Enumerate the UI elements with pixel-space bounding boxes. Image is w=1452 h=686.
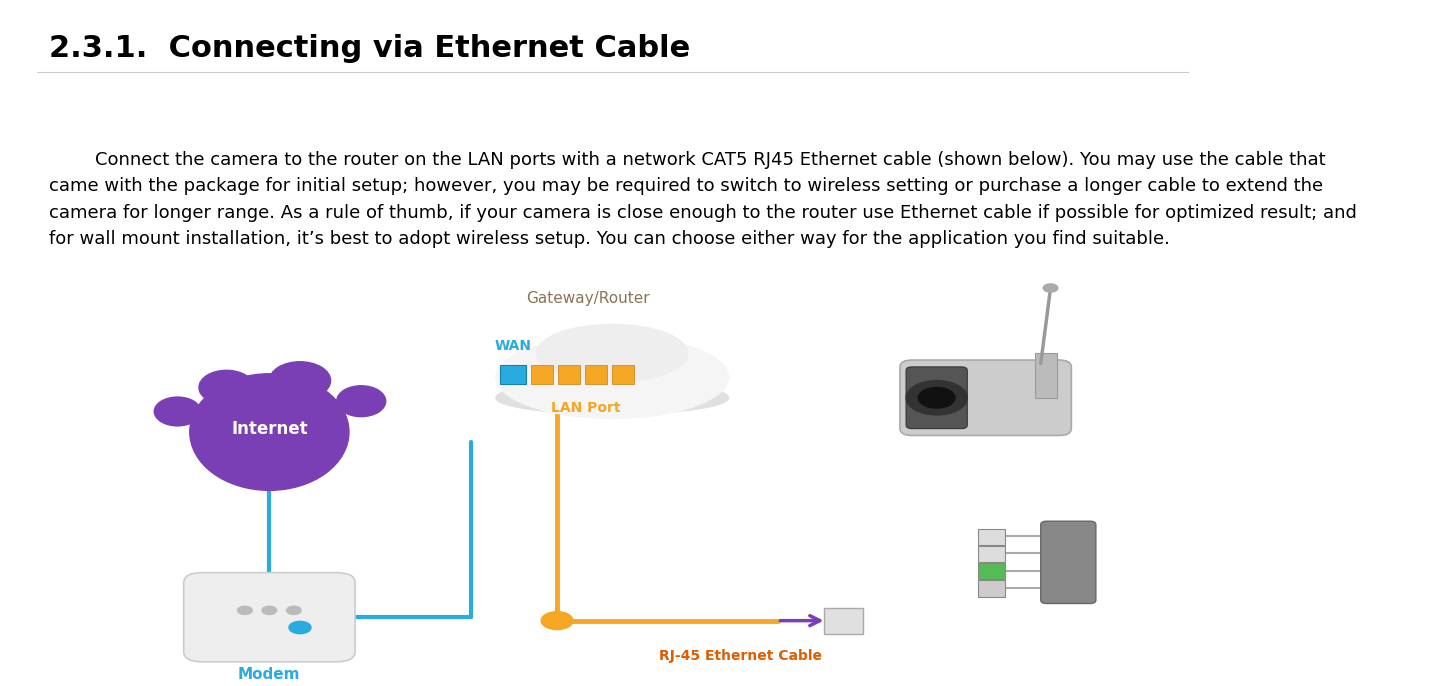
- Ellipse shape: [154, 397, 200, 426]
- FancyBboxPatch shape: [613, 365, 635, 384]
- Circle shape: [286, 606, 301, 615]
- FancyBboxPatch shape: [825, 608, 862, 635]
- Circle shape: [289, 622, 311, 634]
- Text: Internet: Internet: [231, 420, 308, 438]
- Text: LAN Port: LAN Port: [550, 401, 620, 415]
- FancyBboxPatch shape: [906, 367, 967, 429]
- Circle shape: [261, 606, 277, 615]
- FancyBboxPatch shape: [979, 529, 1005, 545]
- Circle shape: [918, 388, 955, 408]
- Ellipse shape: [497, 381, 729, 414]
- Ellipse shape: [270, 362, 331, 399]
- FancyBboxPatch shape: [183, 573, 356, 662]
- Text: RJ-45 Ethernet Cable: RJ-45 Ethernet Cable: [659, 650, 822, 663]
- FancyBboxPatch shape: [585, 365, 607, 384]
- Text: Gateway/Router: Gateway/Router: [526, 291, 649, 306]
- FancyBboxPatch shape: [499, 365, 527, 384]
- FancyBboxPatch shape: [979, 546, 1005, 563]
- Ellipse shape: [497, 336, 729, 418]
- Ellipse shape: [199, 370, 254, 405]
- FancyBboxPatch shape: [531, 365, 553, 384]
- Ellipse shape: [537, 324, 688, 382]
- Text: 2.3.1.  Connecting via Ethernet Cable: 2.3.1. Connecting via Ethernet Cable: [49, 34, 690, 63]
- FancyBboxPatch shape: [979, 580, 1005, 597]
- Text: Modem: Modem: [238, 667, 301, 682]
- Ellipse shape: [190, 374, 348, 490]
- FancyBboxPatch shape: [979, 563, 1005, 580]
- Ellipse shape: [337, 386, 386, 416]
- Circle shape: [542, 612, 574, 630]
- Text: Connect the camera to the router on the LAN ports with a network CAT5 RJ45 Ether: Connect the camera to the router on the …: [49, 151, 1356, 248]
- Circle shape: [1043, 284, 1059, 292]
- FancyBboxPatch shape: [1041, 521, 1096, 604]
- FancyBboxPatch shape: [559, 365, 581, 384]
- FancyBboxPatch shape: [1035, 353, 1057, 398]
- Text: WAN: WAN: [495, 339, 531, 353]
- Circle shape: [238, 606, 253, 615]
- FancyBboxPatch shape: [900, 360, 1072, 436]
- Circle shape: [906, 381, 967, 415]
